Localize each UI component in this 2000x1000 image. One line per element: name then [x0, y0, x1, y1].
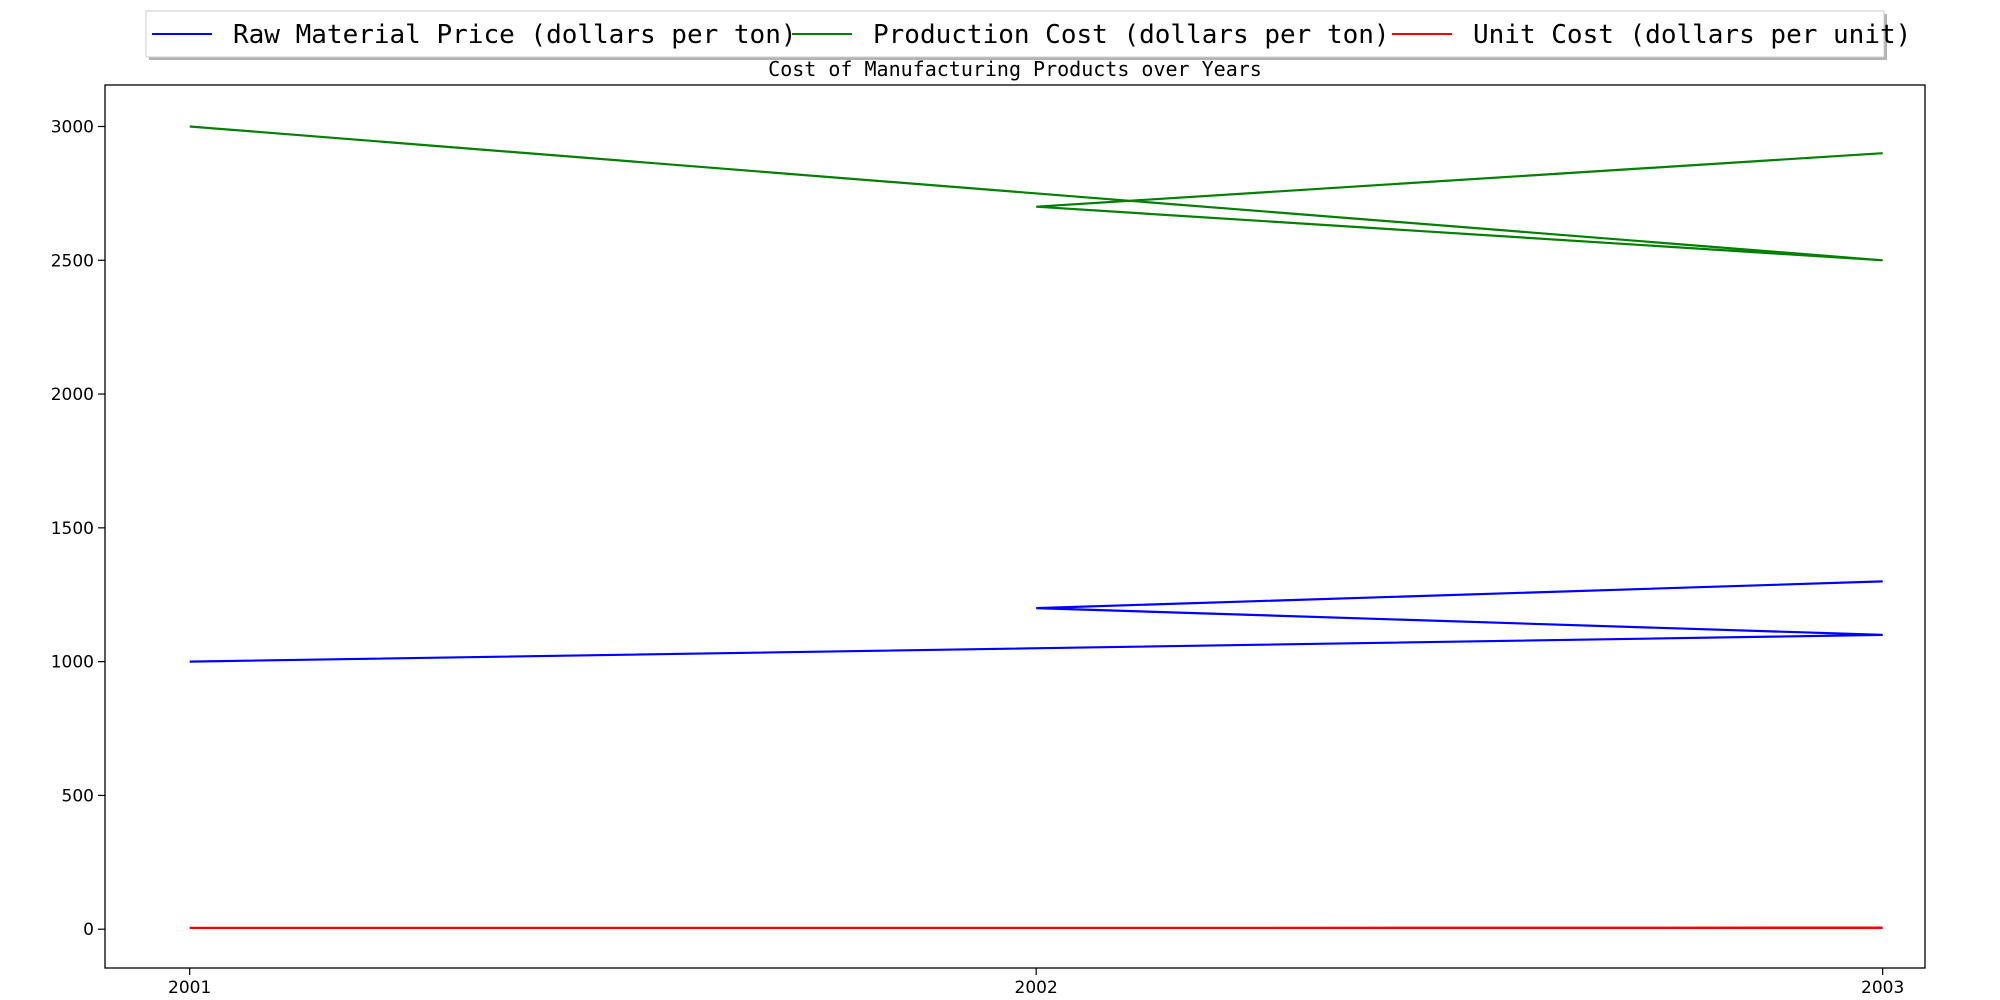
legend-box — [145, 10, 1885, 58]
x-tick-label: 2001 — [168, 978, 211, 998]
x-tick-label: 2003 — [1861, 978, 1904, 998]
legend: Raw Material Price (dollars per ton) Prod… — [145, 10, 1911, 60]
y-tick-label: 1500 — [51, 519, 94, 539]
series-line-2 — [189, 125, 1883, 262]
series-lines — [189, 125, 1883, 930]
plot-area-frame — [104, 84, 1926, 969]
chart-title: Cost of Manufacturing Products over Year… — [768, 57, 1262, 81]
x-axis-ticks: 2001 2002 2003 — [168, 968, 1904, 998]
series-line-1 — [189, 580, 1883, 663]
legend-label-3: Unit Cost (dollars per unit) — [1473, 20, 1911, 50]
y-tick-label: 0 — [83, 920, 94, 940]
y-tick-label: 1000 — [51, 653, 94, 673]
y-tick-label: 2000 — [51, 385, 94, 405]
y-tick-label: 500 — [62, 786, 94, 806]
legend-label-2: Production Cost (dollars per ton) — [873, 20, 1390, 50]
y-tick-label: 2500 — [51, 251, 94, 271]
legend-label-1: Raw Material Price (dollars per ton) — [233, 20, 797, 50]
y-axis-ticks: 0 500 1000 1500 2000 2500 3000 — [51, 117, 105, 940]
y-tick-label: 3000 — [51, 117, 94, 137]
x-tick-label: 2002 — [1015, 978, 1058, 998]
